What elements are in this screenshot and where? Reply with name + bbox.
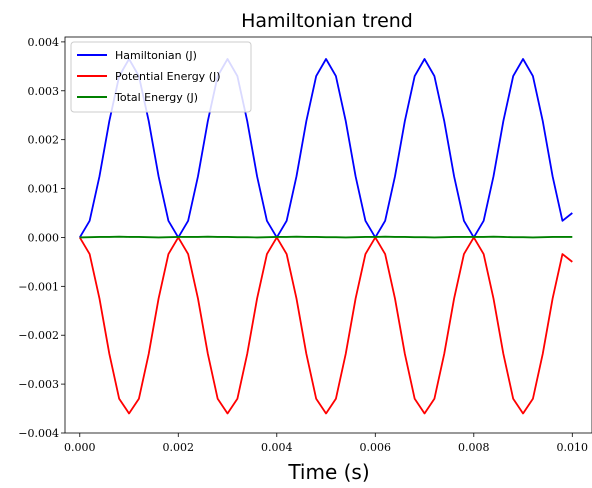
y-tick-label: 0.004 (28, 36, 60, 49)
chart-title: Hamiltonian trend (241, 10, 413, 32)
plot-frame (64, 36, 592, 434)
legend-box (70, 41, 252, 113)
x-axis-label: Time (s) (287, 460, 369, 484)
y-tick-label: 0.003 (28, 85, 60, 98)
axes (64, 36, 592, 434)
y-tick-label: −0.001 (18, 280, 59, 293)
legend: Hamiltonian (J) Potential Energy (J) Total… (70, 41, 252, 113)
y-tick-label: −0.004 (18, 427, 59, 440)
x-tick-label: 0.008 (458, 441, 490, 454)
y-tick-label: 0.001 (28, 183, 60, 196)
x-tick-label: 0.004 (261, 441, 293, 454)
series-line-hamiltonian (79, 58, 573, 239)
y-tick-label: −0.002 (18, 329, 59, 342)
series-line-total-energy (79, 235, 573, 239)
y-tick-label: 0.002 (28, 134, 60, 147)
x-tick-label: 0.002 (163, 441, 195, 454)
y-axis-ticks: −0.004 −0.003 −0.002 −0.001 0.000 0.001 0.002 0… (18, 36, 65, 440)
plot-lines (79, 58, 573, 415)
x-axis-ticks: 0.000 0.002 0.004 0.006 0.008 0.010 (64, 433, 588, 454)
series-line-potential-energy (79, 236, 573, 415)
legend-label-potential-energy: Potential Energy (J) (115, 70, 221, 83)
x-tick-label: 0.000 (64, 441, 96, 454)
x-tick-label: 0.010 (557, 441, 589, 454)
legend-label-hamiltonian: Hamiltonian (J) (115, 49, 197, 62)
x-tick-label: 0.006 (360, 441, 392, 454)
y-tick-label: −0.003 (18, 378, 59, 391)
legend-label-total-energy: Total Energy (J) (114, 91, 198, 104)
y-tick-label: 0.000 (28, 231, 60, 244)
